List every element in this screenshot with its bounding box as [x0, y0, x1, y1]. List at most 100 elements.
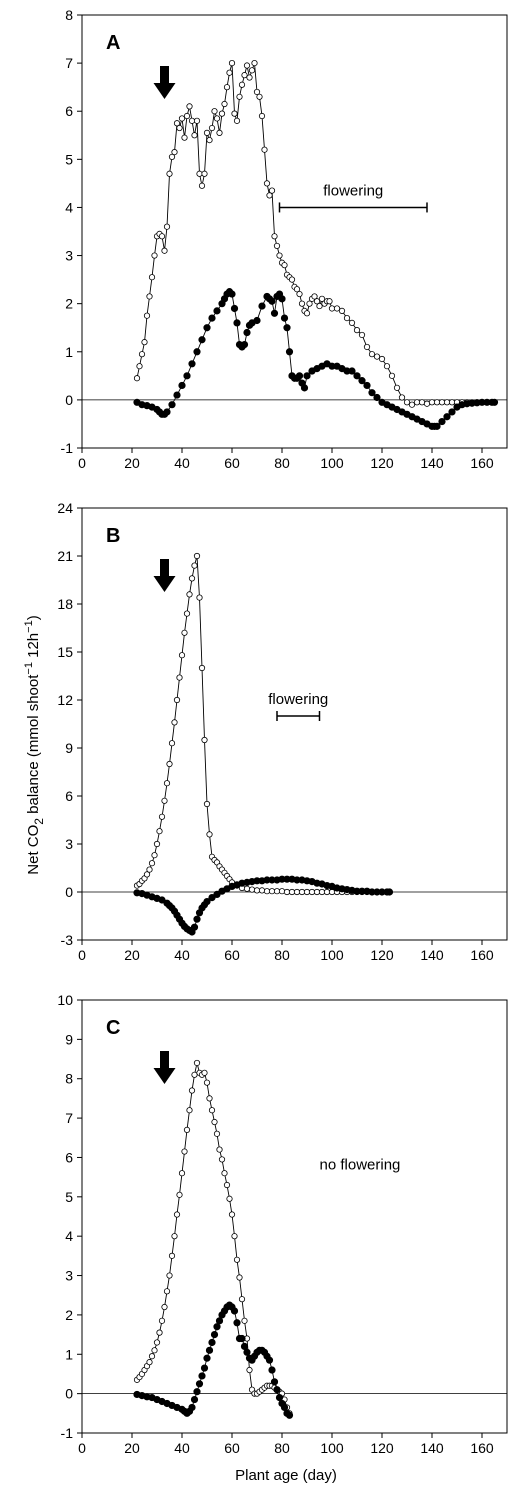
panel-a-series-open-point — [413, 399, 421, 406]
panel-a-series-filled-point — [448, 408, 456, 416]
panel-c-series-open-point — [201, 1069, 208, 1076]
panel-a-series-open-point — [158, 233, 166, 240]
panel-a-series-filled-point — [240, 340, 249, 349]
panel-c-series-open-point — [228, 1211, 236, 1218]
panel-a-series-open-point — [166, 170, 173, 177]
panel-b-arrow-icon — [153, 559, 176, 592]
panel-a-y-tick-label: 3 — [65, 248, 73, 264]
panel-a-series-open-point — [276, 252, 283, 259]
panel-b-x-tick-label: 40 — [174, 947, 190, 963]
panel-c-series-open-point — [148, 1353, 156, 1360]
panel-c-series-open-point — [238, 1296, 246, 1303]
panel-b-series-open-point — [278, 888, 286, 895]
panel-a-series-filled-point — [373, 393, 381, 402]
panel-b-series-open-point — [288, 888, 296, 896]
panel-a-y-tick-label: 4 — [65, 199, 73, 215]
panel-a-series-filled-point — [363, 381, 371, 390]
panel-a-series-open-point — [171, 149, 178, 156]
panel-a-series-open-point — [338, 307, 346, 314]
panel-b-series-open-point — [143, 871, 151, 878]
panel-b-series-open-point — [151, 852, 158, 859]
panel-a-series-filled-point — [258, 302, 266, 310]
panel-c-series-open-point — [151, 1347, 158, 1354]
panel-c-y-tick-label: 2 — [65, 1307, 73, 1323]
panel-b-series-open-point — [183, 610, 191, 617]
panel-b-series-open-point — [161, 797, 168, 804]
panel-b-series-open-point — [313, 888, 321, 896]
panel-b-series-filled-point — [213, 890, 221, 899]
panel-a-series-filled-point — [193, 348, 201, 356]
panel-a-series-filled-point — [233, 319, 241, 327]
panel-b-series-filled-point — [158, 896, 166, 904]
panel-a-series-open-point — [196, 170, 203, 177]
panel-a-series-open-point — [368, 351, 376, 358]
panel-a-series-open-point — [211, 108, 218, 115]
panel-c-series-open-point — [246, 1366, 253, 1374]
panel-a-series-open-point — [161, 247, 168, 254]
panel-c-series-open-point — [183, 1126, 191, 1134]
panel-c-series-filled-point — [200, 1364, 209, 1372]
panel-c-series-open-point — [203, 1079, 211, 1086]
panel-a-series-filled-point — [278, 295, 286, 303]
panel-a-series-filled-point — [178, 381, 186, 390]
panel-a-series-filled-point — [280, 314, 289, 322]
panel-b-y-tick-label: 6 — [65, 788, 73, 804]
panel-b-series-open-point — [293, 888, 301, 896]
panel-a-series-open-point — [246, 74, 253, 81]
panel-a-series-filled-point — [230, 304, 239, 313]
panel-b-series-open-point — [328, 888, 336, 896]
panel-a-y-tick-label: -1 — [61, 440, 74, 456]
panel-a-x-tick-label: 160 — [470, 455, 494, 471]
panel-c-series-filled-point — [270, 1378, 279, 1386]
panel-a-series-open-point — [203, 129, 211, 136]
panel-c-series-filled-point — [268, 1366, 276, 1374]
panel-c-series-open-point — [233, 1256, 241, 1263]
panel-a-series-open-point — [241, 72, 248, 79]
panel-c-y-tick-label: 1 — [65, 1346, 73, 1362]
panel-c-series-filled-point — [190, 1395, 199, 1404]
panel-c-series-filled-point — [208, 1338, 216, 1347]
panel-c-x-tick-label: 140 — [420, 1440, 444, 1456]
panel-c-series-open-point — [193, 1059, 201, 1067]
panel-b-series-open-point — [163, 780, 171, 787]
panel-b-series-open-point — [298, 888, 306, 896]
panel-c-y-tick-label: 8 — [65, 1071, 73, 1087]
panel-a-series-open-point — [173, 120, 181, 127]
panel-c-series-open-point — [163, 1288, 171, 1295]
panel-a-series-open-point — [438, 399, 446, 406]
panel-b-y-tick-label: 9 — [65, 740, 73, 756]
panel-a-series-open-point — [398, 394, 406, 401]
panel-b-series-open-point — [186, 591, 193, 598]
panel-c-series-open-point — [186, 1107, 193, 1114]
panel-a-series-filled-line — [136, 290, 495, 427]
panel-a-series-open-point — [363, 343, 371, 351]
panel-a-arrow-icon — [153, 66, 176, 99]
panel-a-series-open-point — [423, 400, 431, 407]
panel-a-series-open-point — [296, 290, 303, 298]
panel-a-x-tick-label: 80 — [274, 455, 290, 471]
panel-a-series-open-point — [186, 103, 193, 110]
panel-a-series-open-point — [373, 353, 381, 360]
panel-b-series-open-point — [268, 888, 276, 895]
panel-b-series-open-point — [206, 831, 213, 838]
panel-c-x-tick-label: 120 — [370, 1440, 394, 1456]
panel-c-series-filled-point — [240, 1342, 249, 1351]
panel-a-series-open-point — [141, 339, 148, 346]
panel-c-series-open-point — [161, 1303, 168, 1311]
panel-a-series-filled-point — [295, 372, 304, 380]
panel-c-x-tick-label: 60 — [224, 1440, 240, 1456]
panel-a-series-open-point — [143, 312, 151, 319]
panel-a-series-open-point — [281, 262, 288, 269]
panel-a-series-filled-point — [300, 384, 309, 392]
panel-a-series-filled-point — [368, 389, 376, 397]
panel-b-x-tick-label: 100 — [320, 947, 344, 963]
panel-a-series-open-point — [293, 286, 301, 293]
panel-c-series-filled-point — [193, 1388, 201, 1396]
panel-a-series-open-point — [136, 363, 143, 370]
panel-a-series-open-point — [306, 300, 313, 307]
panel-c-x-tick-label: 80 — [274, 1440, 290, 1456]
y-axis-title-main: Net CO — [25, 825, 42, 875]
panel-a-series-open-point — [303, 310, 311, 317]
panel-c-series-open-point — [188, 1087, 196, 1094]
panel-c-arrow-icon — [153, 1051, 176, 1084]
